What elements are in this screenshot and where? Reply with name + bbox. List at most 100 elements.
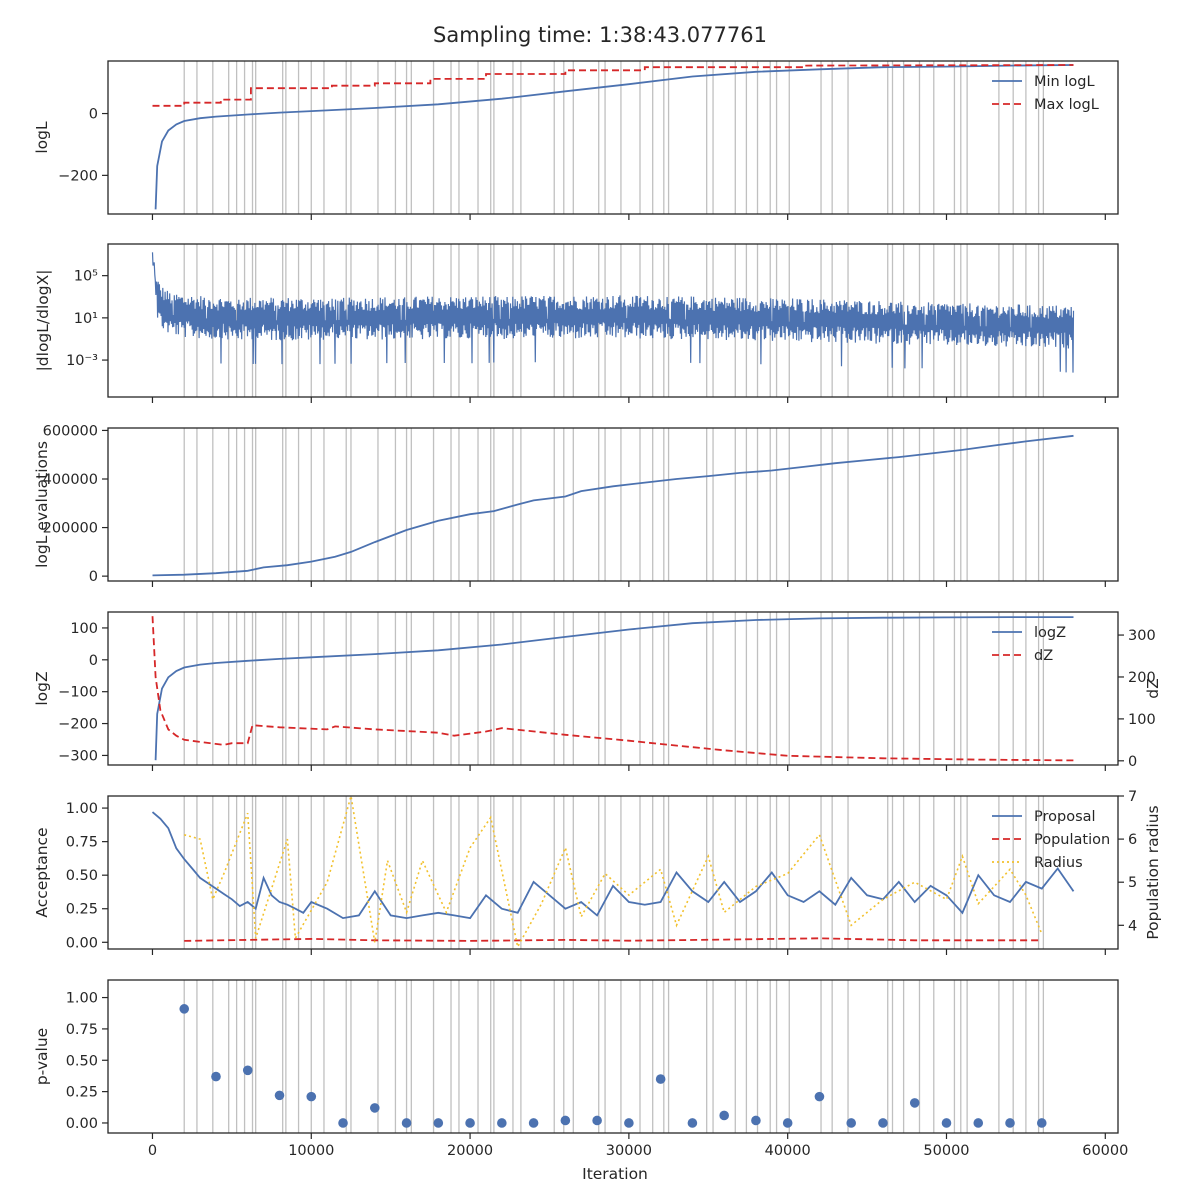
y-tick-label: 200000 [43,521,98,537]
panels: −200 0 logL Min logL Max logL 10⁻³ 10¹ 10⁵ |dlog… [33,60,1162,1159]
data-point [369,1103,380,1113]
x-tick-label: 30000 [606,1143,652,1159]
x-axis-label: Iteration [582,1165,648,1183]
y-tick-label-right: 7 [1128,789,1137,805]
y-tick-label-right: 0 [1128,754,1137,770]
data-point [973,1118,984,1128]
panel-evidence: −300 −200 −100 0 100 0 100 200 300 dZ logZ logZ dZ [33,611,1162,771]
data-point [401,1118,412,1128]
y-tick-label: 10¹ [74,311,98,327]
y-axis-label: Acceptance [33,827,51,917]
vertical-lines-insertion [183,980,1045,1133]
panel-loglikelihood: −200 0 logL Min logL Max logL [33,60,1119,220]
y-tick-label: −200 [58,717,98,733]
y-tick-label: 0.75 [66,1022,98,1038]
panel-acceptance: 0.00 0.25 0.50 0.75 1.00 4 5 6 7 Population radiu… [33,789,1162,955]
figure-title: Sampling time: 1:38:43.077761 [433,23,767,47]
y-tick-label: 0.25 [66,902,98,918]
legend-acceptance: Proposal Population Radius [992,809,1110,871]
y-tick-label: 0.75 [66,835,98,851]
data-point [528,1118,539,1128]
legend-label: Min logL [1034,74,1095,90]
y-tick-label: 100 [70,621,98,637]
data-point [1005,1118,1015,1128]
data-point [846,1118,857,1128]
y-tick-label: 0.00 [66,1116,98,1132]
y-tick-label: −300 [58,748,98,764]
axes-frame [107,611,1119,766]
y-tick-label-right: 300 [1128,628,1156,644]
vertical-lines-loglikelihood [183,61,1045,214]
data-point [242,1065,253,1076]
x-tick-label: 50000 [923,1143,969,1159]
series-line [184,937,1042,942]
data-point [624,1118,634,1128]
legend-label: Proposal [1034,809,1096,825]
x-tick-label: 40000 [765,1143,811,1159]
legend-label: logZ [1034,625,1066,641]
panel-gradient: 10⁻³ 10¹ 10⁵ |dlogL/dlogX| [34,243,1119,403]
y-axis-label: logZ [33,671,51,705]
axes-frame [107,243,1119,398]
panel-insertion: 0 10000 20000 30000 40000 50000 60000 0.00 0.25 0… [33,979,1128,1159]
legend-evidence: logZ dZ [992,625,1066,664]
series-line [152,434,1074,577]
data-point [751,1115,761,1126]
data-point [941,1118,952,1128]
y-tick-label-right: 200 [1128,670,1156,686]
x-tick-label: 60000 [1082,1143,1128,1159]
y-tick-label: 400000 [43,472,98,488]
data-point [179,1004,190,1014]
vertical-lines-evidence [183,612,1045,765]
y-tick-label: 0 [89,107,98,123]
x-tick-label: 20000 [447,1143,493,1159]
y-tick-label: 1.00 [66,991,98,1007]
y-axis-label: logL [33,121,51,154]
y-tick-label-right: 100 [1128,712,1156,728]
series-gradient [151,252,1075,373]
series-line [154,64,1074,210]
data-point [306,1091,317,1102]
data-point [1036,1118,1047,1128]
legend-label: Population [1034,832,1110,848]
series-evidence [151,616,1074,762]
y-tick-label: 0.25 [66,1085,98,1101]
y-tick-label: 0.50 [66,1053,98,1069]
data-point [909,1098,920,1108]
legend-label: Max logL [1034,97,1099,113]
series-line [154,616,1074,761]
data-point [560,1115,571,1126]
series-line [151,616,1074,762]
series-line [151,811,1075,920]
data-point [814,1091,825,1102]
y-tick-label-right: 4 [1128,918,1137,934]
y-axis-label: |dlogL/dlogX| [34,270,52,372]
vertical-lines-acceptance [183,796,1045,949]
data-point [497,1118,507,1128]
y-tick-label: −200 [58,168,98,184]
panel-evaluations: 0 200000 400000 600000 logL evaluations [33,423,1119,587]
y-axis-label-right: Population radius [1144,805,1162,939]
data-point [592,1115,602,1126]
legend-label: Radius [1034,855,1083,871]
series-insertion [179,1004,1047,1128]
y-axis-label: p-value [33,1028,51,1085]
axes-frame [107,979,1119,1134]
y-axis-label: logL evaluations [33,441,51,568]
data-point [655,1074,666,1084]
y-tick-label-right: 5 [1128,875,1137,891]
y-tick-label: 600000 [43,423,98,439]
x-tick-label: 10000 [288,1143,334,1159]
series-evaluations [152,434,1074,577]
data-point [878,1118,888,1128]
series-acceptance [151,796,1075,949]
series-line [152,64,1074,107]
x-tick-label: 0 [148,1143,157,1159]
data-point [274,1090,285,1101]
y-tick-label: 0 [89,653,98,669]
y-tick-label: 0.00 [66,935,98,951]
y-tick-label: 1.00 [66,801,98,817]
legend-label: dZ [1034,648,1053,664]
series-line [183,796,1043,949]
